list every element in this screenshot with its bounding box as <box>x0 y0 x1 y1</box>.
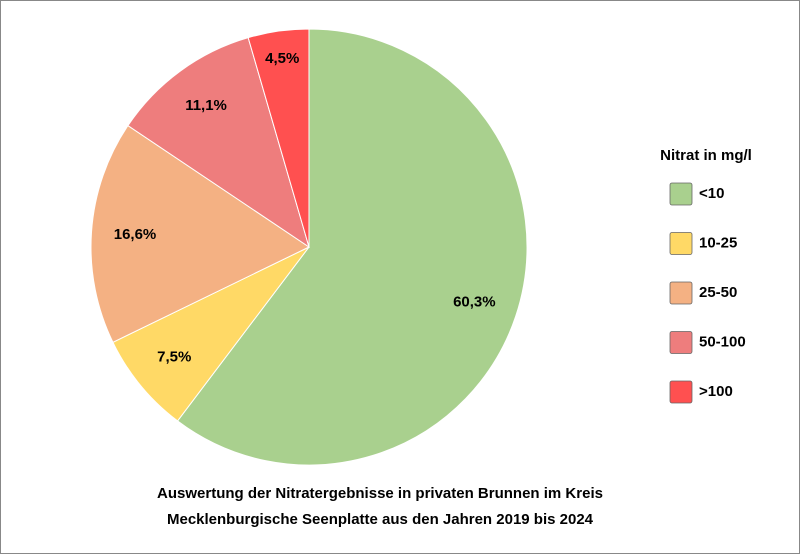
chart-title: Auswertung der Nitratergebnisse in priva… <box>157 485 603 502</box>
pie-slice <box>90 124 311 343</box>
legend-label: >100 <box>699 383 733 400</box>
legend-swatch <box>669 232 693 255</box>
chart-title: Mecklenburgische Seenplatte aus den Jahr… <box>167 511 594 528</box>
pie-slice <box>127 37 310 249</box>
legend-swatch <box>669 331 693 354</box>
legend-label: <10 <box>699 185 724 202</box>
data-label: 11,1% <box>185 97 227 114</box>
pie-slice <box>247 28 310 248</box>
data-label: 60,3% <box>453 293 496 310</box>
legend-swatch <box>669 380 693 404</box>
legend-label: 50-100 <box>699 333 746 350</box>
legend-swatch <box>669 182 693 206</box>
legend-label: 10-25 <box>699 234 737 251</box>
legend-title: Nitrat in mg/l <box>660 147 752 164</box>
data-label: 16,6% <box>114 226 157 243</box>
legend-swatch <box>669 281 693 305</box>
pie-slice <box>112 246 310 422</box>
data-label: 7,5% <box>157 349 191 366</box>
pie-slice <box>176 28 528 466</box>
data-label: 4,5% <box>265 50 299 67</box>
legend-label: 25-50 <box>699 284 737 301</box>
